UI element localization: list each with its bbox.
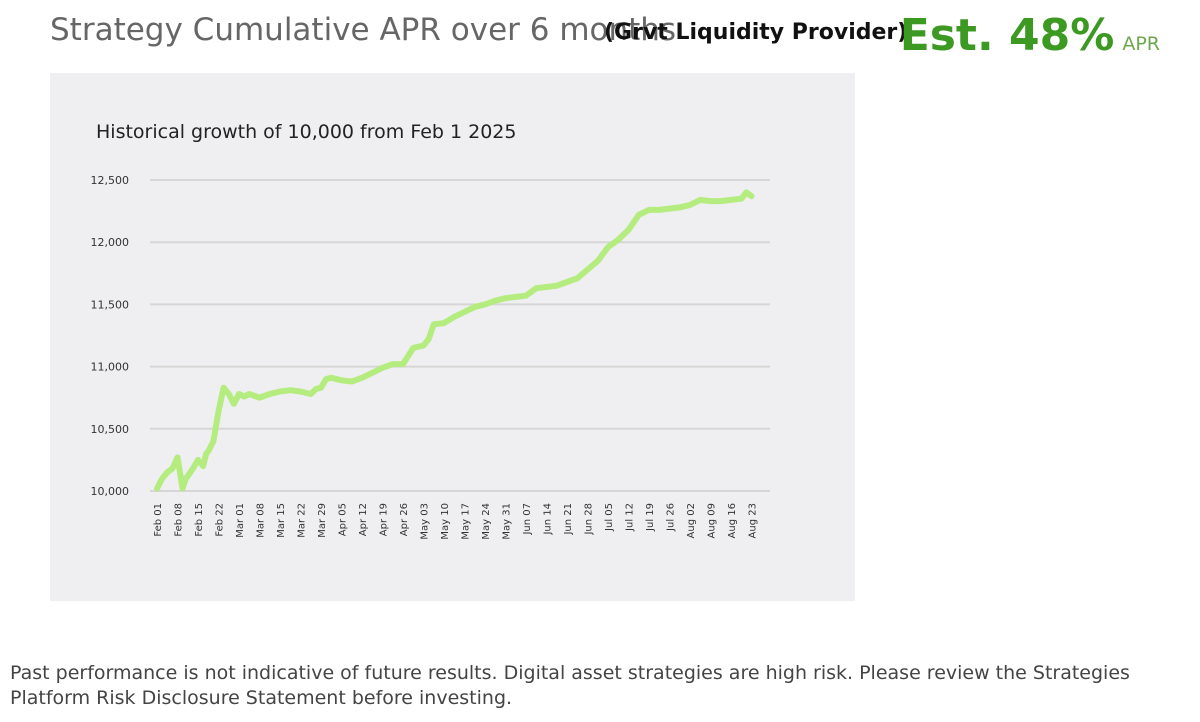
y-axis-ticks: 10,000 10,500 11,000 11,500 12,000 12,500 [91,174,130,498]
x-tick-label: Jun 21 [563,503,574,536]
x-tick-label: Aug 16 [727,503,738,538]
x-tick-label: Feb 08 [174,503,185,537]
x-tick-label: Mar 15 [276,503,287,538]
x-tick-label: May 31 [502,503,513,540]
apr-unit: APR [1122,33,1160,55]
x-tick-label: Jul 12 [625,503,636,532]
y-tick-label: 10,000 [91,485,130,498]
x-tick-label: Mar 08 [256,503,267,538]
x-tick-label: Feb 22 [215,503,226,537]
series-layer [154,189,755,492]
x-tick-label: Mar 22 [297,503,308,538]
x-tick-label: Feb 01 [153,503,164,537]
chart-panel: Historical growth of 10,000 from Feb 1 2… [50,73,855,601]
chart-title: Historical growth of 10,000 from Feb 1 2… [96,121,516,143]
y-tick-label: 11,000 [91,361,130,374]
apr-summary: Est. 48% APR [900,10,1160,61]
x-tick-label: Apr 12 [358,503,369,536]
y-tick-label: 12,500 [91,174,130,187]
x-tick-label: Jun 28 [584,503,595,536]
x-tick-label: Aug 09 [707,503,718,538]
x-axis-ticks: Feb 01 Feb 08 Feb 15 Feb 22 Mar 01 Mar 08 Mar … [153,503,759,540]
x-tick-label: Apr 05 [338,503,349,536]
x-tick-label: May 03 [420,503,431,540]
x-tick-label: Mar 29 [317,503,328,538]
x-tick-label: Aug 23 [748,503,759,538]
page-title: Strategy Cumulative APR over 6 months [50,12,677,48]
x-tick-label: May 17 [461,503,472,540]
x-tick-label: Jun 07 [522,503,533,536]
apr-value: Est. 48% [899,10,1115,61]
growth-line-chart: Historical growth of 10,000 from Feb 1 2… [91,121,770,540]
x-tick-label: Jun 14 [543,503,554,536]
x-tick-label: Feb 15 [194,503,205,537]
series-line [154,189,755,492]
x-tick-label: Aug 02 [686,503,697,538]
risk-disclaimer: Past performance is not indicative of fu… [10,662,1130,709]
y-tick-label: 11,500 [91,298,130,311]
y-tick-label: 10,500 [91,423,130,436]
x-tick-label: May 10 [440,503,451,540]
y-tick-label: 12,000 [91,236,130,249]
x-tick-label: Jul 05 [604,503,615,532]
grid-layer [150,179,770,492]
strategy-subtitle: (Grvt Liquidity Provider) [604,20,908,45]
x-tick-label: Mar 01 [235,503,246,538]
x-tick-label: Jul 19 [645,503,656,532]
x-tick-label: May 24 [481,503,492,540]
x-tick-label: Jul 26 [666,503,677,532]
x-tick-label: Apr 26 [399,503,410,536]
x-tick-label: Apr 19 [379,503,390,536]
